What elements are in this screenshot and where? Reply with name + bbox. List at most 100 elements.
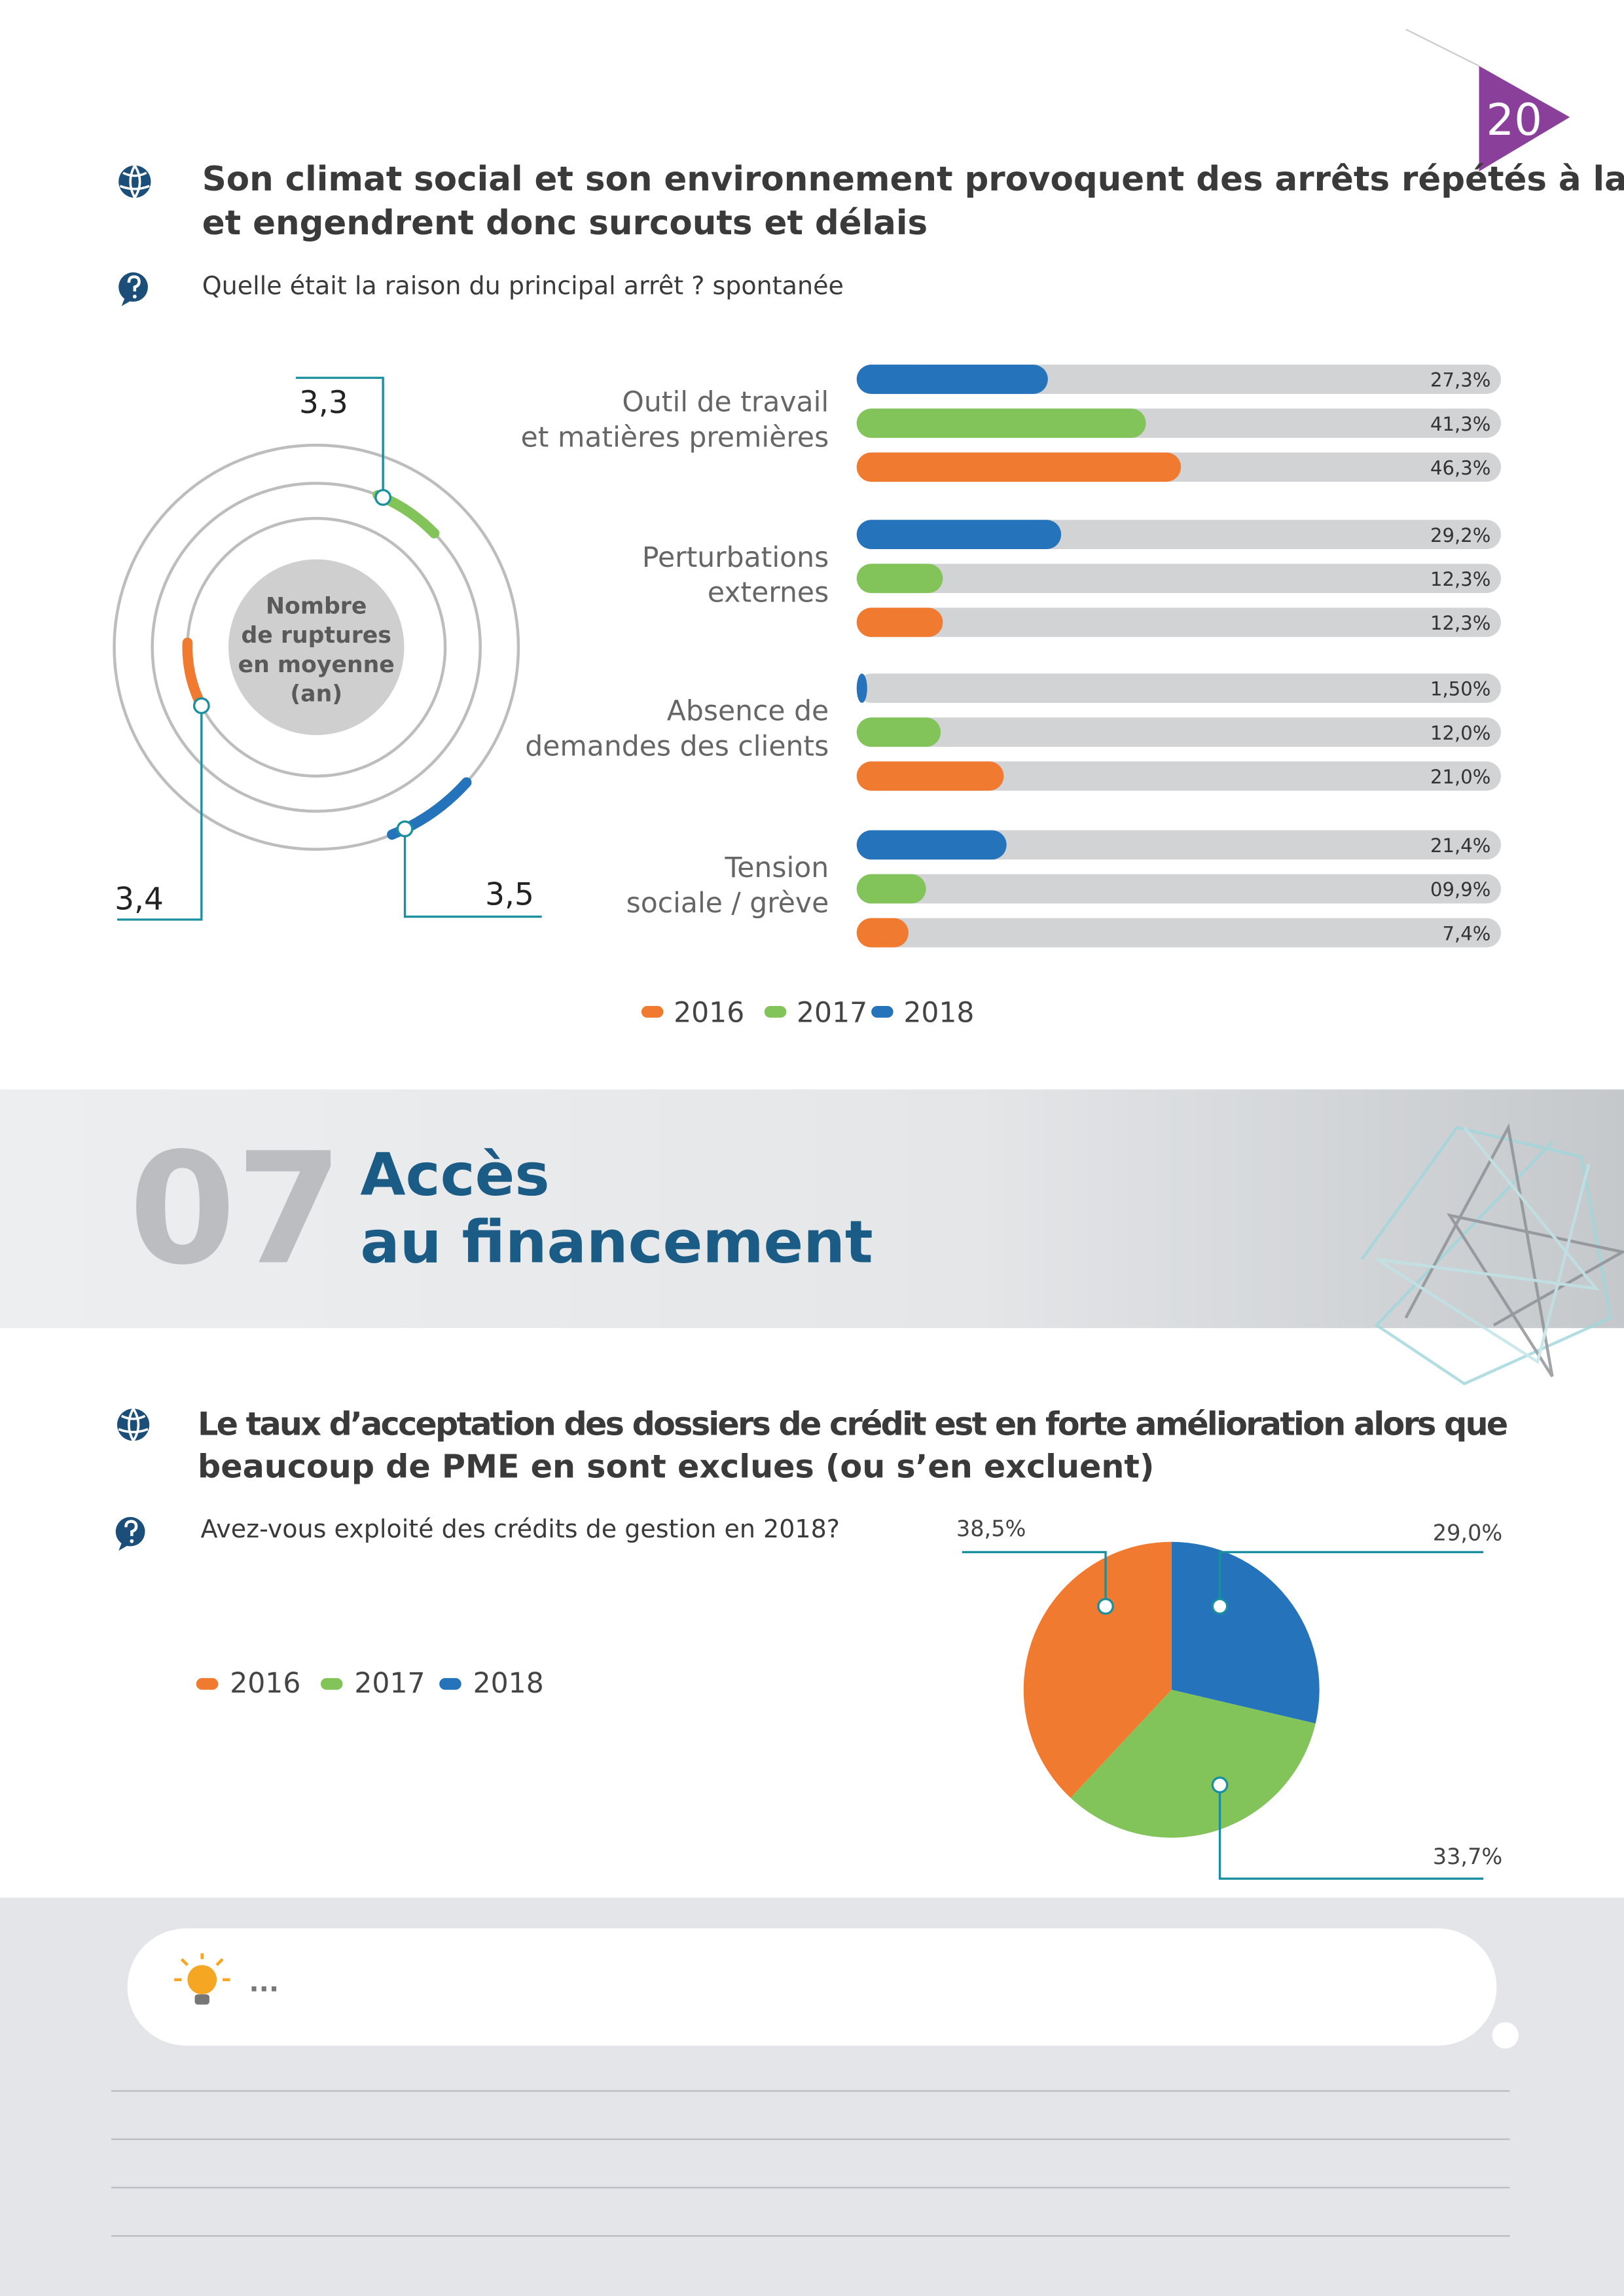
heading: et engendrent donc surcouts et délais [202, 204, 928, 243]
legend-swatch [196, 1677, 219, 1690]
callout-marker [1097, 1598, 1114, 1615]
callout-line [295, 376, 384, 497]
legend-label: 2018 [903, 997, 974, 1030]
notes-placeholder: ... [249, 1968, 279, 1998]
page-badge [1479, 65, 1570, 171]
bar [856, 408, 1146, 438]
bar [856, 717, 941, 747]
bulb-icon [174, 1953, 230, 2005]
bar [856, 918, 909, 948]
value-label: 12,3% [1430, 568, 1490, 590]
pie-slice [1171, 1541, 1320, 1724]
ring [151, 482, 482, 813]
legend-label: 2017 [797, 997, 867, 1030]
callout-line [403, 829, 542, 918]
category-label: externes [708, 577, 829, 609]
legend-swatch [641, 1005, 664, 1018]
legend-swatch [764, 1005, 787, 1018]
value-label: 27,3% [1430, 369, 1490, 391]
page-number: 20 [1487, 94, 1542, 145]
bar [856, 365, 1048, 394]
center-disc [228, 559, 405, 736]
category-label: Absence de [667, 696, 829, 728]
center-label: en moyenne [238, 652, 395, 678]
question: Avez-vous exploité des crédits de gestio… [200, 1515, 839, 1543]
legend-label: 2016 [674, 997, 744, 1030]
category-label: Outil de travail [622, 387, 829, 419]
decoration [1360, 1122, 1624, 1386]
pie-slice [1070, 1689, 1316, 1838]
section-title: au financement [360, 1208, 873, 1276]
corner-line [1405, 28, 1480, 67]
bar [856, 761, 1004, 791]
bar-track [856, 918, 1502, 948]
value-label: 46,3% [1430, 457, 1490, 479]
callout-marker [1211, 1776, 1229, 1794]
category-label: Tension [725, 852, 829, 884]
section-band [0, 1089, 1624, 1329]
value-label: 29,0% [1433, 1520, 1503, 1546]
callout-line [962, 1551, 1107, 1607]
value-label: 09,9% [1430, 878, 1490, 901]
notes-box [127, 1928, 1497, 2046]
value-label: 38,5% [956, 1516, 1026, 1541]
center-label: de ruptures [242, 622, 391, 649]
bar [856, 607, 943, 637]
callout-marker [192, 697, 210, 715]
globe-icon [118, 164, 151, 199]
heading: beaucoup de PME en sont exclues (ou s’en… [198, 1447, 1154, 1485]
legend-swatch [320, 1677, 343, 1690]
section-title: Accès [360, 1141, 549, 1210]
bar [856, 452, 1182, 482]
value-label: 7,4% [1443, 922, 1491, 944]
value-label: 29,2% [1430, 524, 1490, 547]
legend-label: 2018 [473, 1668, 544, 1700]
bar-track [856, 830, 1502, 860]
callout-marker [396, 820, 414, 838]
value-label: 21,0% [1430, 766, 1490, 788]
legend-swatch [871, 1005, 893, 1018]
legend-label: 2016 [230, 1668, 300, 1700]
ring [113, 443, 520, 851]
value-label: 3,4 [115, 881, 164, 917]
question-icon [115, 1516, 145, 1551]
callout-marker [1211, 1598, 1229, 1615]
category-label: demandes des clients [525, 730, 829, 762]
value-label: 12,3% [1430, 612, 1490, 634]
callout-line [1218, 1785, 1484, 1880]
bar [856, 564, 943, 594]
bubble-dot [1492, 2022, 1519, 2049]
value-label: 21,4% [1430, 834, 1490, 857]
bar [856, 673, 867, 703]
value-label: 1,50% [1430, 678, 1490, 700]
value-label: 33,7% [1433, 1844, 1503, 1869]
callout-marker [374, 489, 392, 506]
value-label: 3,3 [299, 385, 348, 421]
center-label: (an) [290, 681, 342, 708]
category-label: sociale / grève [626, 888, 829, 920]
value-label: 12,0% [1430, 722, 1490, 744]
bar-track [856, 607, 1502, 637]
question-icon [118, 272, 148, 306]
category-label: et matières premières [521, 422, 829, 454]
legend-label: 2017 [354, 1668, 425, 1700]
bar-track [856, 673, 1502, 703]
center-label: Nombre [266, 593, 367, 619]
bar [856, 830, 1007, 860]
pie-slice [1023, 1541, 1172, 1798]
value-label: 41,3% [1430, 413, 1490, 435]
note-lines [111, 2090, 1510, 2237]
callout-line [1218, 1551, 1484, 1607]
bar-track [856, 564, 1502, 594]
legend-swatch [439, 1677, 461, 1690]
bar [856, 520, 1062, 550]
heading: Son climat social et son environnement p… [202, 160, 1624, 199]
bar-track [856, 761, 1502, 791]
bar-track [856, 874, 1502, 904]
callout-line [117, 706, 203, 921]
radial-arc [182, 637, 204, 705]
bar [856, 874, 926, 904]
heading: Le taux d’acceptation des dossiers de cr… [198, 1405, 1508, 1443]
category-label: Perturbations [642, 542, 829, 574]
